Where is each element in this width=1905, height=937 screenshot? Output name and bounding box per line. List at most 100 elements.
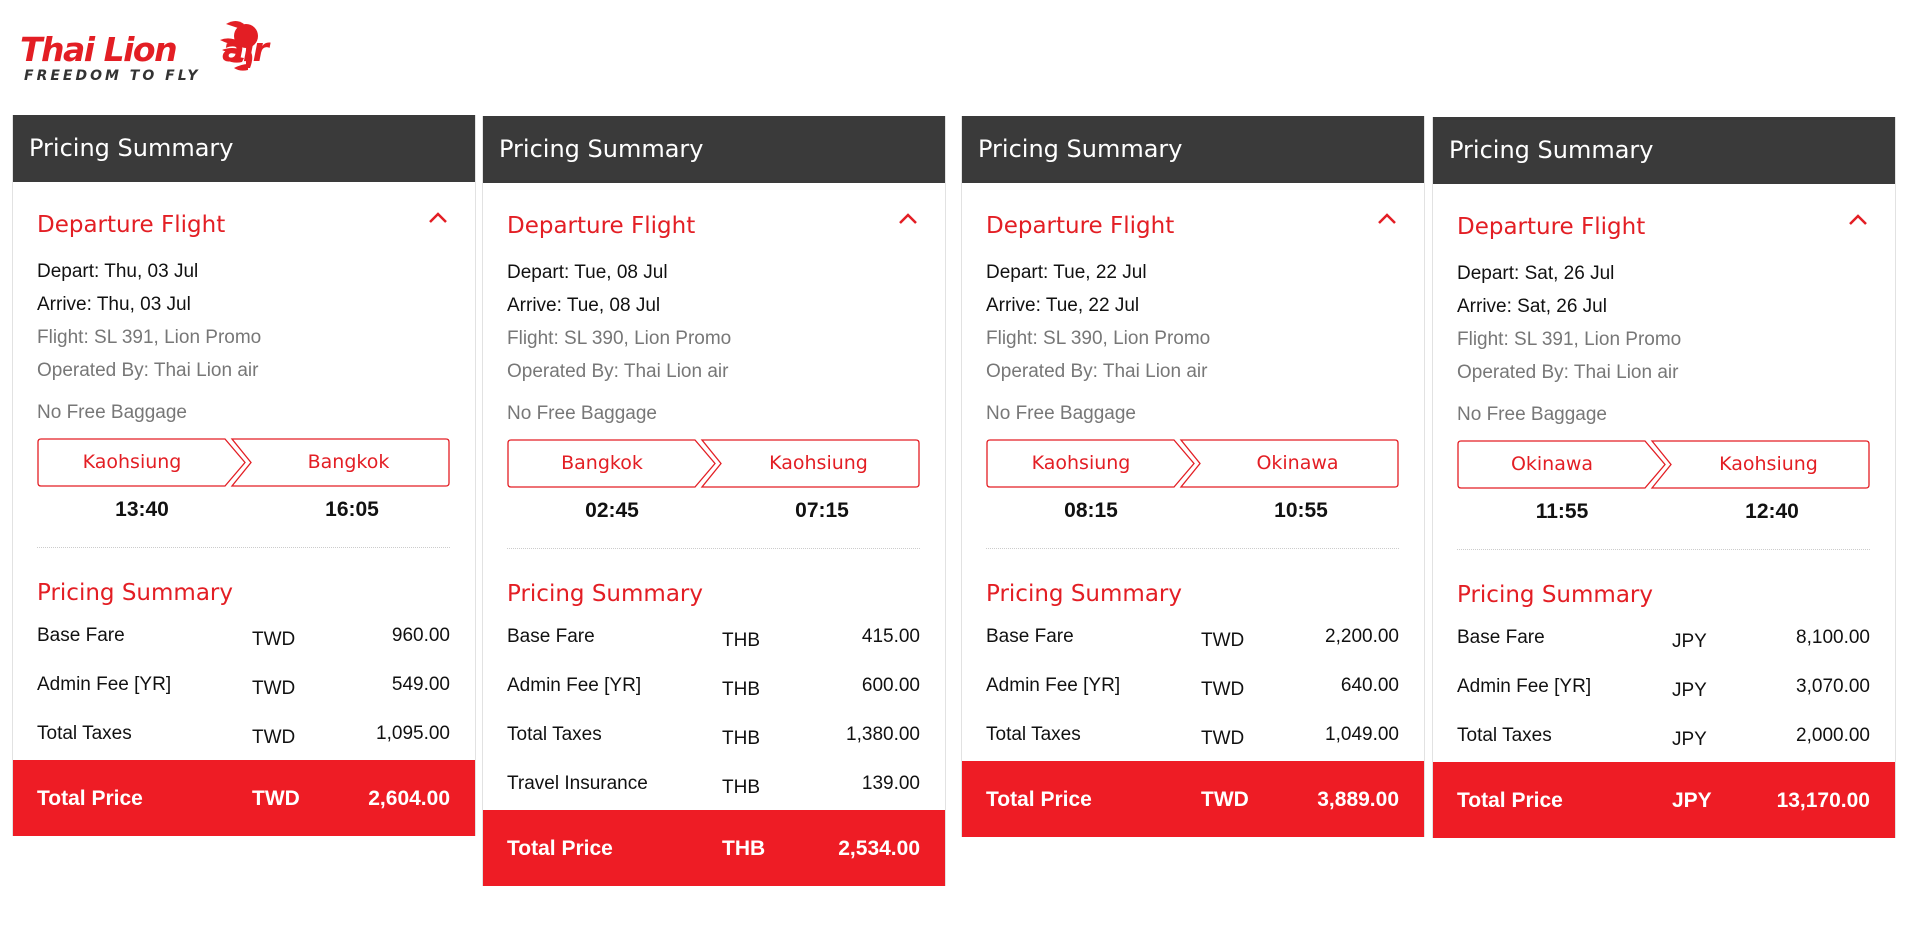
total-price-currency: JPY (1672, 789, 1712, 812)
route-arrow-shapes (986, 439, 1399, 488)
flight-times: 08:15 10:55 (986, 488, 1399, 533)
arrival-time: 12:40 (1745, 500, 1799, 523)
total-price-bar: Total Price TWD 3,889.00 (962, 761, 1424, 837)
price-row-currency: JPY (1672, 631, 1707, 652)
price-row-amount: 600.00 (861, 675, 920, 696)
route-arrow-shapes (37, 438, 450, 487)
price-row-label: Admin Fee [YR] (986, 675, 1121, 696)
destination-city: Bangkok (307, 451, 390, 473)
price-row-amount: 1,095.00 (376, 723, 450, 744)
route-indicator: Okinawa Kaohsiung (1457, 440, 1870, 489)
route-arrow-shapes (1457, 440, 1870, 489)
pricing-summary-card: Pricing Summary Departure Flight Depart:… (482, 116, 946, 886)
price-row-currency: THB (722, 679, 760, 700)
thai-lion-air-logo[interactable]: Thai Lion air FREEDOM TO FLY (20, 18, 330, 88)
total-price-bar: Total Price TWD 2,604.00 (13, 760, 475, 836)
divider (37, 547, 450, 548)
price-row: Admin Fee [YR] TWD 640.00 (986, 663, 1399, 712)
flight-number: Flight: SL 391, Lion Promo (37, 327, 262, 348)
route-arrow-shapes (507, 439, 920, 488)
chevron-up-icon[interactable] (1375, 207, 1399, 231)
flight-times: 11:55 12:40 (1457, 489, 1870, 534)
logo-brand-left: Thai Lion (20, 30, 178, 69)
arrive-date: Arrive: Sat, 26 Jul (1457, 296, 1607, 317)
baggage-info: No Free Baggage (1457, 404, 1607, 425)
total-price-label: Total Price (1457, 789, 1563, 812)
operated-by: Operated By: Thai Lion air (1457, 362, 1679, 383)
price-row-currency: JPY (1672, 729, 1707, 750)
price-row-label: Total Taxes (507, 724, 602, 745)
pricing-summary-title: Pricing Summary (1457, 582, 1653, 608)
price-row-label: Base Fare (507, 626, 595, 647)
price-row: Base Fare THB 415.00 (507, 614, 920, 663)
origin-city: Kaohsiung (82, 451, 182, 473)
operated-by: Operated By: Thai Lion air (986, 361, 1208, 382)
logo-wordmark: Thai Lion air (20, 30, 269, 69)
price-row: Admin Fee [YR] JPY 3,070.00 (1457, 664, 1870, 713)
origin-city: Okinawa (1510, 453, 1594, 475)
total-price-amount: 2,604.00 (368, 787, 450, 810)
departure-flight-toggle[interactable]: Departure Flight (986, 183, 1399, 241)
chevron-up-icon[interactable] (426, 206, 450, 230)
arrival-time: 10:55 (1274, 499, 1328, 522)
total-price-label: Total Price (37, 787, 143, 810)
departure-flight-toggle[interactable]: Departure Flight (37, 182, 450, 240)
price-row-amount: 549.00 (391, 674, 450, 695)
total-price-label: Total Price (507, 837, 613, 860)
baggage-info: No Free Baggage (37, 402, 187, 423)
pricing-summary-card: Pricing Summary Departure Flight Depart:… (961, 116, 1425, 837)
price-row: Total Taxes TWD 1,095.00 (37, 711, 450, 760)
departure-flight-title: Departure Flight (507, 213, 696, 239)
price-row: Base Fare TWD 2,200.00 (986, 614, 1399, 663)
destination-city: Kaohsiung (769, 452, 868, 474)
price-row-label: Total Taxes (1457, 725, 1552, 746)
arrive-date: Arrive: Tue, 08 Jul (507, 295, 661, 316)
flight-times: 02:45 07:15 (507, 488, 920, 533)
departure-time: 08:15 (1064, 499, 1118, 522)
price-row: Total Taxes JPY 2,000.00 (1457, 713, 1870, 762)
price-row-currency: THB (722, 728, 760, 749)
price-row-label: Base Fare (986, 626, 1074, 647)
total-price-currency: THB (722, 837, 766, 860)
origin-city: Bangkok (561, 452, 643, 474)
price-row-label: Admin Fee [YR] (37, 674, 172, 695)
arrive-date: Arrive: Thu, 03 Jul (37, 294, 191, 315)
price-row-label: Total Taxes (986, 724, 1081, 745)
pricing-summary-title: Pricing Summary (986, 581, 1182, 607)
total-price-bar: Total Price JPY 13,170.00 (1433, 762, 1895, 838)
flight-times: 13:40 16:05 (37, 487, 450, 532)
departure-flight-toggle[interactable]: Departure Flight (507, 183, 920, 241)
route-indicator: Bangkok Kaohsiung (507, 439, 920, 488)
chevron-up-icon[interactable] (1846, 208, 1870, 232)
price-row: Travel Insurance THB 139.00 (507, 761, 920, 810)
departure-time: 02:45 (585, 499, 639, 522)
departure-flight-toggle[interactable]: Departure Flight (1457, 184, 1870, 242)
depart-date: Depart: Sat, 26 Jul (1457, 263, 1615, 284)
price-row-amount: 2,200.00 (1325, 626, 1399, 647)
price-row: Base Fare TWD 960.00 (37, 613, 450, 662)
flight-number: Flight: SL 391, Lion Promo (1457, 329, 1682, 350)
destination-city: Okinawa (1256, 452, 1339, 474)
operated-by: Operated By: Thai Lion air (507, 361, 729, 382)
price-row-amount: 139.00 (861, 773, 920, 794)
arrival-time: 07:15 (795, 499, 849, 522)
chevron-up-icon[interactable] (896, 207, 920, 231)
pricing-summary-title: Pricing Summary (507, 581, 703, 607)
divider (1457, 549, 1870, 550)
price-row-amount: 1,049.00 (1325, 724, 1399, 745)
departure-flight-title: Departure Flight (986, 213, 1175, 239)
price-row-currency: JPY (1672, 680, 1707, 701)
flight-number: Flight: SL 390, Lion Promo (986, 328, 1211, 349)
card-header: Pricing Summary (1433, 117, 1895, 184)
baggage-info: No Free Baggage (507, 403, 657, 424)
card-header: Pricing Summary (13, 115, 475, 182)
price-row-label: Admin Fee [YR] (1457, 676, 1592, 697)
origin-city: Kaohsiung (1031, 452, 1131, 474)
total-price-amount: 2,534.00 (838, 837, 920, 860)
operated-by: Operated By: Thai Lion air (37, 360, 259, 381)
price-row-amount: 3,070.00 (1796, 676, 1870, 697)
card-header: Pricing Summary (962, 116, 1424, 183)
total-price-amount: 3,889.00 (1317, 788, 1399, 811)
price-row-label: Base Fare (37, 625, 125, 646)
depart-date: Depart: Tue, 22 Jul (986, 262, 1147, 283)
